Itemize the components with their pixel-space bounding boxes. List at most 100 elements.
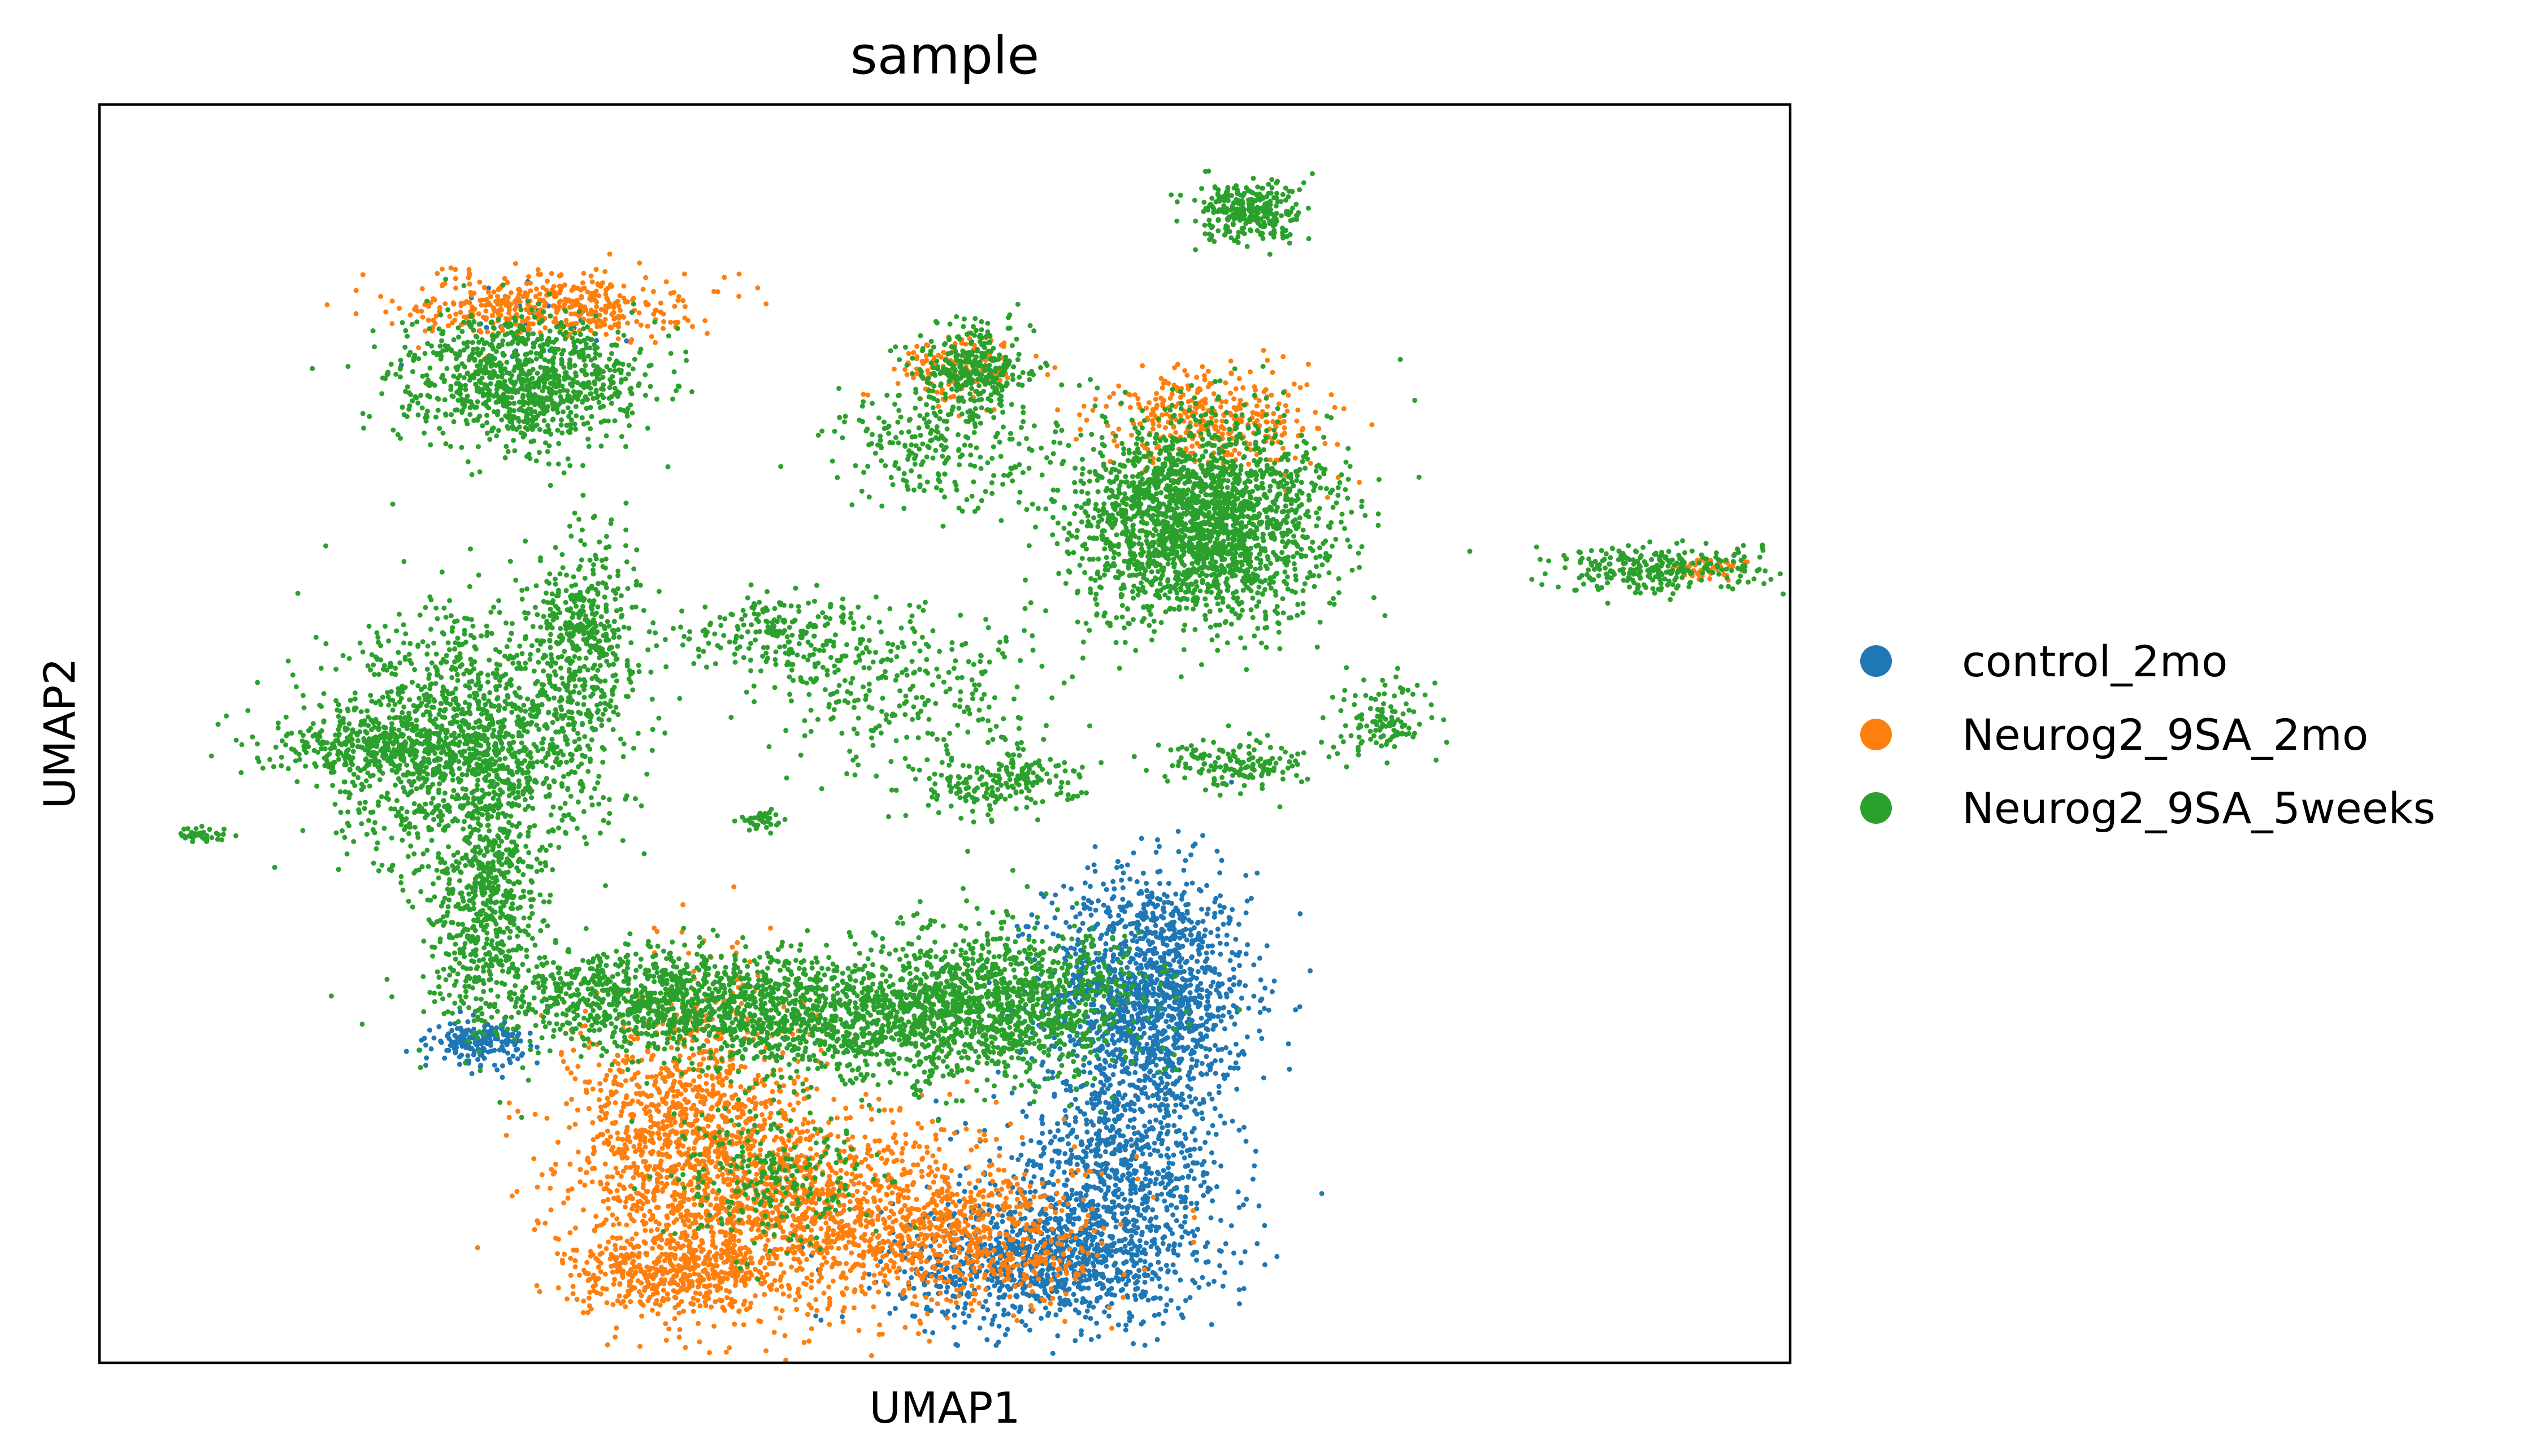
point-control_2mo — [928, 1244, 933, 1249]
point-control_2mo — [1127, 1178, 1133, 1184]
point-control_2mo — [1193, 1063, 1199, 1068]
point-control_2mo — [1135, 919, 1140, 925]
point-control_2mo — [1243, 951, 1249, 957]
point-control_2mo — [1208, 1012, 1214, 1018]
point-control_2mo — [1120, 950, 1126, 955]
point-Neurog2_9SA_2mo — [650, 1215, 655, 1220]
point-control_2mo — [1090, 1198, 1096, 1204]
point-control_2mo — [1210, 1198, 1215, 1203]
point-control_2mo — [1173, 891, 1179, 897]
point-control_2mo — [1066, 1122, 1072, 1128]
point-control_2mo — [1166, 1003, 1172, 1009]
point-control_2mo — [1149, 1223, 1154, 1229]
point-control_2mo — [1056, 992, 1062, 997]
point-control_2mo — [475, 1057, 481, 1062]
point-control_2mo — [1153, 998, 1159, 1004]
point-Neurog2_9SA_2mo — [561, 1059, 566, 1064]
point-Neurog2_9SA_2mo — [605, 1128, 610, 1134]
point-control_2mo — [1070, 905, 1075, 910]
point-control_2mo — [1124, 862, 1130, 868]
point-Neurog2_9SA_2mo — [806, 1338, 812, 1344]
point-control_2mo — [1153, 1295, 1158, 1301]
point-control_2mo — [1183, 1196, 1188, 1201]
point-Neurog2_9SA_2mo — [678, 1212, 684, 1218]
point-control_2mo — [1084, 1100, 1090, 1106]
point-control_2mo — [1204, 883, 1210, 888]
point-control_2mo — [1140, 870, 1146, 876]
point-control_2mo — [465, 1019, 471, 1024]
point-control_2mo — [1136, 890, 1142, 896]
point-control_2mo — [1178, 1058, 1183, 1064]
point-control_2mo — [1103, 1248, 1109, 1253]
point-control_2mo — [1132, 933, 1138, 939]
point-control_2mo — [1210, 950, 1215, 955]
point-control_2mo — [1100, 1286, 1105, 1291]
point-control_2mo — [1121, 870, 1126, 876]
point-control_2mo — [1114, 988, 1120, 994]
point-control_2mo — [1205, 1240, 1210, 1246]
point-control_2mo — [1141, 978, 1147, 983]
point-control_2mo — [1000, 1213, 1005, 1219]
point-control_2mo — [1147, 1048, 1152, 1054]
point-Neurog2_9SA_2mo — [625, 1134, 631, 1140]
point-control_2mo — [1145, 894, 1151, 899]
point-Neurog2_9SA_2mo — [578, 1179, 583, 1185]
point-control_2mo — [1157, 897, 1163, 902]
point-control_2mo — [1218, 951, 1223, 957]
point-control_2mo — [1110, 1103, 1115, 1109]
point-Neurog2_9SA_2mo — [620, 1104, 626, 1110]
point-control_2mo — [1262, 985, 1268, 991]
point-control_2mo — [1120, 885, 1126, 890]
point-control_2mo — [1161, 1115, 1167, 1120]
point-control_2mo — [1194, 1201, 1200, 1206]
point-control_2mo — [1163, 1071, 1169, 1076]
point-control_2mo — [1083, 1277, 1089, 1283]
point-control_2mo — [1062, 1151, 1068, 1157]
point-control_2mo — [1266, 1007, 1271, 1013]
point-control_2mo — [1112, 1172, 1118, 1177]
point-control_2mo — [1236, 1301, 1242, 1307]
point-control_2mo — [1103, 941, 1109, 946]
point-control_2mo — [1142, 1342, 1148, 1348]
point-control_2mo — [1196, 919, 1201, 925]
point-control_2mo — [893, 1306, 898, 1311]
point-Neurog2_9SA_2mo — [584, 1090, 589, 1096]
point-control_2mo — [1212, 911, 1218, 916]
point-Neurog2_9SA_2mo — [606, 1100, 611, 1106]
point-control_2mo — [1070, 980, 1076, 986]
point-control_2mo — [1148, 948, 1154, 953]
point-control_2mo — [1178, 1102, 1184, 1107]
point-Neurog2_9SA_2mo — [615, 1195, 621, 1201]
point-control_2mo — [1020, 1290, 1026, 1296]
point-Neurog2_9SA_2mo — [687, 1055, 692, 1061]
point-Neurog2_9SA_2mo — [662, 1141, 667, 1147]
point-control_2mo — [1152, 1080, 1157, 1085]
point-control_2mo — [1130, 938, 1135, 944]
point-control_2mo — [1089, 1020, 1095, 1025]
point-control_2mo — [1134, 939, 1140, 944]
point-control_2mo — [422, 1036, 427, 1041]
point-control_2mo — [1171, 958, 1176, 963]
point-control_2mo — [1102, 1120, 1108, 1125]
point-control_2mo — [1104, 1263, 1109, 1269]
point-control_2mo — [507, 1060, 513, 1066]
point-control_2mo — [1148, 1170, 1154, 1176]
point-control_2mo — [1183, 1214, 1188, 1219]
point-control_2mo — [1052, 1134, 1058, 1140]
point-control_2mo — [1236, 1287, 1242, 1293]
point-control_2mo — [1115, 1025, 1120, 1031]
point-control_2mo — [1022, 1285, 1027, 1291]
point-Neurog2_9SA_2mo — [604, 1111, 609, 1116]
point-control_2mo — [1060, 1136, 1065, 1142]
point-control_2mo — [510, 1031, 515, 1037]
point-control_2mo — [1189, 941, 1195, 946]
point-Neurog2_9SA_2mo — [642, 1144, 648, 1150]
point-Neurog2_9SA_2mo — [677, 1327, 683, 1332]
point-control_2mo — [1088, 1024, 1094, 1029]
point-control_2mo — [1166, 881, 1171, 886]
point-control_2mo — [1171, 1035, 1176, 1040]
point-control_2mo — [1082, 906, 1087, 911]
point-Neurog2_9SA_2mo — [558, 1051, 564, 1057]
point-control_2mo — [1130, 1153, 1135, 1158]
point-Neurog2_9SA_2mo — [605, 1174, 610, 1180]
